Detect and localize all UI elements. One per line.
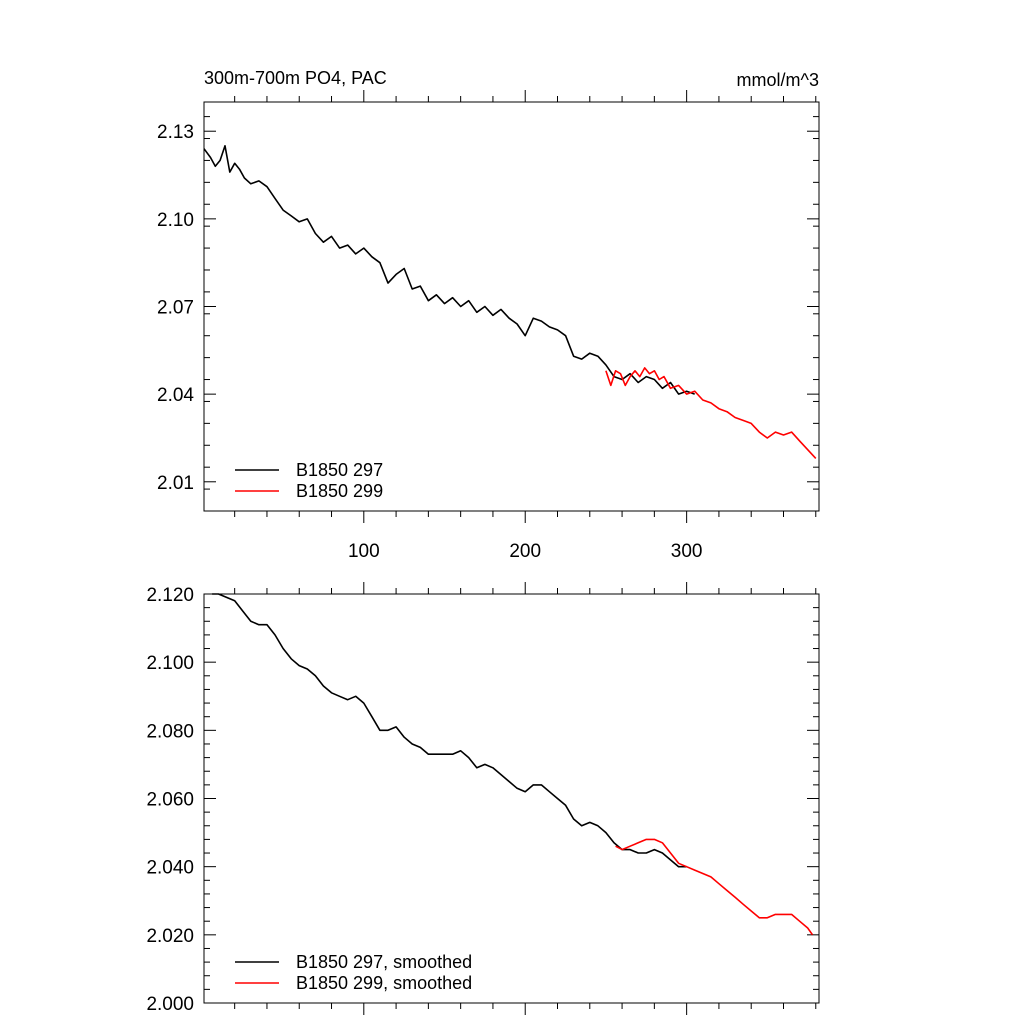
top-series-line-2: [605, 367, 817, 459]
top-plot-units: mmol/m^3: [737, 70, 819, 90]
top-x-tick-label: 100: [348, 541, 380, 562]
bottom-series-line-1: [212, 593, 687, 868]
top-legend-label-1: B1850 297: [296, 460, 383, 480]
bottom-y-tick-label: 2.000: [146, 994, 194, 1015]
top-y-tick-label: 2.01: [157, 473, 194, 494]
bottom-y-tick-label: 2.060: [146, 790, 194, 811]
top-series-line-1: [203, 145, 695, 395]
top-y-tick-label: 2.07: [157, 298, 194, 319]
bottom-panel: 2.000 2.020 2.040 2.060 2.080 2.100 2.120 B185…: [146, 582, 820, 1015]
bottom-plot-frame: [203, 593, 820, 1004]
bottom-legend-label-1: B1850 297, smoothed: [296, 952, 472, 972]
bottom-y-tick-label: 2.020: [146, 926, 194, 947]
bottom-y-tick-label: 2.040: [146, 858, 194, 879]
bottom-y-tick-label: 2.100: [146, 653, 194, 674]
top-x-tick-label: 300: [671, 541, 703, 562]
top-legend-label-2: B1850 299: [296, 481, 383, 501]
bottom-series-line-2: [615, 838, 814, 936]
top-y-tick-label: 2.13: [157, 122, 194, 143]
top-y-tick-label: 2.04: [157, 385, 194, 406]
top-plot-frame: [203, 101, 820, 512]
bottom-y-tick-label: 2.080: [146, 721, 194, 742]
bottom-y-tick-label: 2.120: [146, 585, 194, 606]
top-x-tick-label: 200: [509, 541, 541, 562]
top-plot-title: 300m-700m PO4, PAC: [204, 68, 387, 88]
top-panel: 300m-700m PO4, PAC mmol/m^3 2.01 2.04 2.07…: [157, 68, 820, 562]
top-y-tick-label: 2.10: [157, 210, 194, 231]
bottom-legend-label-2: B1850 299, smoothed: [296, 973, 472, 993]
